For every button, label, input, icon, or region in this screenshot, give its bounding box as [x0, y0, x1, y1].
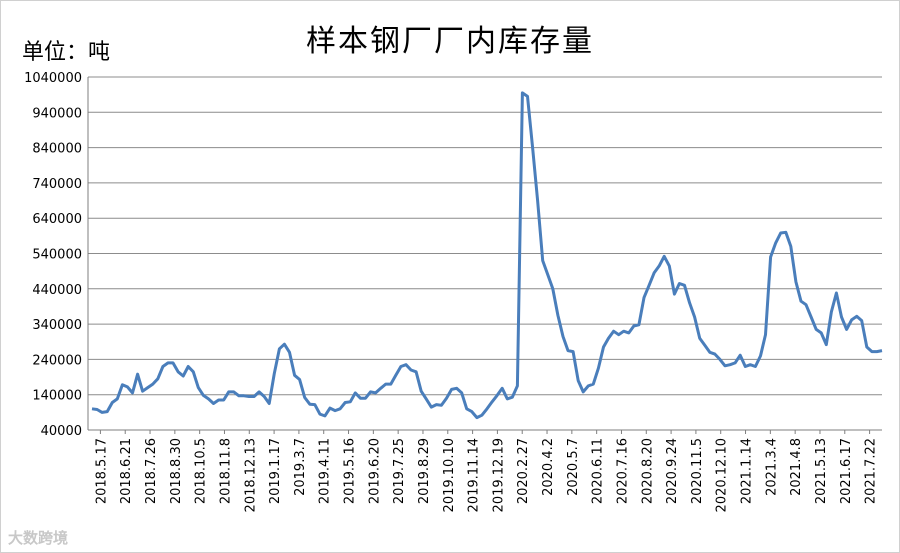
x-tick-label: 2019.12.19: [491, 438, 506, 512]
x-tick-label: 2020.8.20: [640, 438, 655, 504]
y-tick-label: 840000: [32, 142, 82, 157]
x-tick-label: 2019.5.16: [343, 438, 358, 504]
x-tick-label: 2021.5.13: [814, 438, 829, 504]
y-tick-label: 1040000: [24, 71, 82, 86]
y-tick-label: 640000: [32, 212, 82, 227]
chart-title: 样本钢厂厂内库存量: [306, 24, 594, 59]
x-tick-label: 2019.6.20: [367, 438, 382, 504]
y-tick-label: 140000: [32, 389, 82, 404]
x-tick-label: 2020.11.5: [690, 438, 705, 504]
series-group: [91, 91, 883, 420]
x-tick-label: 2019.7.25: [392, 438, 407, 504]
x-tick-label: 2021.1.14: [740, 438, 755, 504]
unit-label: 单位：吨: [22, 40, 111, 65]
x-tick-label: 2018.12.13: [243, 438, 258, 512]
x-tick-label: 2018.7.26: [144, 438, 159, 504]
watermark-logo: 大数跨境: [8, 529, 69, 547]
x-tick-label: 2020.7.16: [615, 438, 630, 504]
x-tick-label: 2019.1.17: [268, 438, 283, 504]
x-tick-label: 2019.10.10: [442, 438, 457, 512]
x-tick-label: 2020.12.10: [715, 438, 730, 512]
series-line: [91, 91, 883, 420]
x-tick-label: 2020.9.24: [665, 438, 680, 504]
x-tick-label: 2019.3.7: [293, 438, 308, 496]
x-tick-label: 2020.2.27: [516, 438, 531, 504]
grid-lines: [87, 76, 882, 431]
x-tick-label: 2021.7.22: [864, 438, 879, 504]
x-axis-ticks: 2018.5.17 2018.6.21 2018.7.26 2018.8.30 2018…: [94, 430, 879, 512]
y-tick-label: 340000: [32, 318, 82, 333]
x-tick-label: 2021.3.4: [764, 438, 779, 496]
x-tick-label: 2021.4.8: [789, 438, 804, 496]
x-tick-label: 2021.6.17: [839, 438, 854, 504]
x-tick-label: 2019.11.14: [467, 438, 482, 512]
x-tick-label: 2019.8.29: [417, 438, 432, 504]
y-tick-label: 40000: [41, 424, 82, 439]
y-tick-label: 540000: [32, 248, 82, 263]
y-axis-ticks: 40000 140000 240000 340000 440000 540000 64000…: [24, 71, 82, 439]
y-tick-label: 440000: [32, 283, 82, 298]
x-tick-label: 2018.11.8: [218, 438, 233, 504]
x-tick-label: 2018.8.30: [169, 438, 184, 504]
x-tick-label: 2018.6.21: [119, 438, 134, 504]
x-tick-label: 2020.6.11: [591, 438, 606, 504]
y-tick-label: 940000: [32, 106, 82, 121]
x-tick-label: 2018.10.5: [194, 438, 209, 504]
x-tick-label: 2020.4.2: [541, 438, 556, 496]
x-tick-label: 2020.5.7: [566, 438, 581, 496]
x-tick-label: 2019.4.11: [318, 438, 333, 504]
y-tick-label: 240000: [32, 353, 82, 368]
y-tick-label: 740000: [32, 177, 82, 192]
x-tick-label: 2018.5.17: [94, 438, 109, 504]
